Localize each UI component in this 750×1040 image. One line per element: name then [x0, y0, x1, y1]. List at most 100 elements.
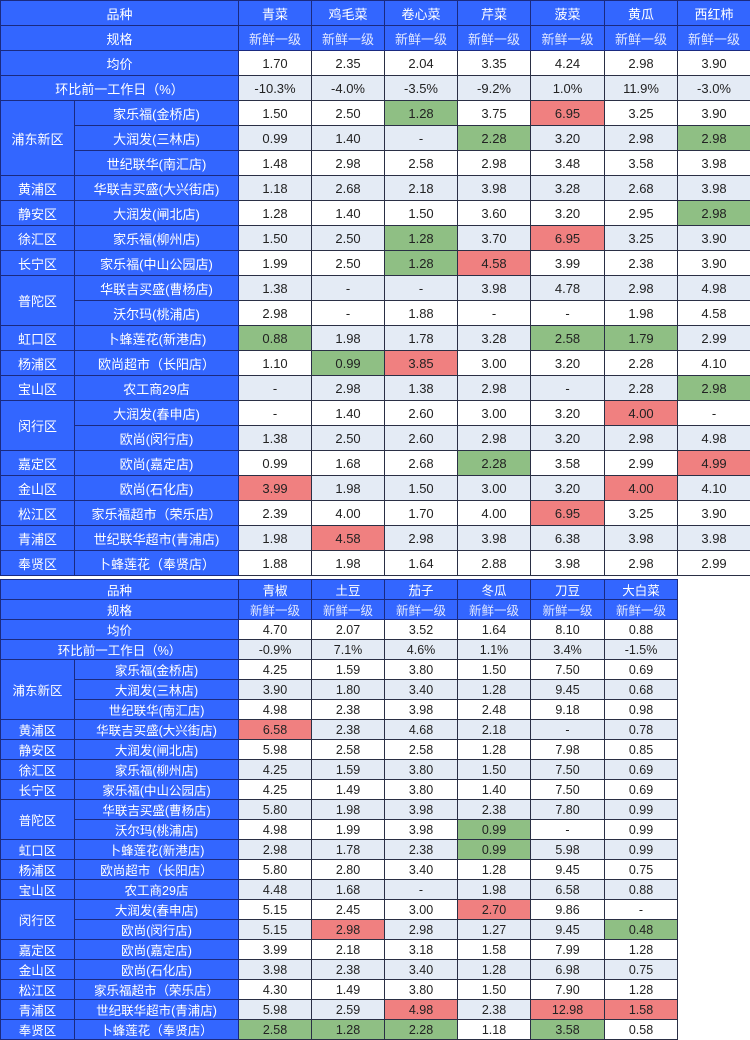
price-cell: 4.78 — [531, 276, 605, 301]
store-cell: 沃尔玛(桃浦店) — [75, 301, 239, 326]
price-cell: 2.38 — [312, 700, 385, 720]
change-cell: -10.3% — [239, 76, 312, 101]
price-cell: 1.28 — [458, 740, 531, 760]
change-cell: -1.5% — [605, 640, 678, 660]
price-cell: 7.98 — [531, 740, 605, 760]
price-cell: 3.98 — [678, 176, 750, 201]
price-cell: 2.28 — [385, 1020, 458, 1040]
price-cell: 6.58 — [531, 880, 605, 900]
price-cell: 9.45 — [531, 860, 605, 880]
price-cell: 3.20 — [531, 476, 605, 501]
price-cell: 2.98 — [678, 126, 750, 151]
price-cell: 1.78 — [312, 840, 385, 860]
price-cell: 3.20 — [531, 201, 605, 226]
store-cell: 家乐福(金桥店) — [75, 101, 239, 126]
price-cell: - — [312, 276, 385, 301]
spec-cell: 新鲜一级 — [239, 26, 312, 51]
price-cell: 1.78 — [385, 326, 458, 351]
empty-cell — [678, 940, 750, 960]
price-cell: 4.58 — [678, 301, 750, 326]
price-cell: 3.00 — [458, 476, 531, 501]
price-cell: 2.98 — [458, 151, 531, 176]
price-cell: 3.58 — [531, 451, 605, 476]
price-cell: 3.25 — [605, 101, 678, 126]
price-cell: 0.99 — [605, 820, 678, 840]
price-cell: 2.38 — [458, 800, 531, 820]
price-cell: 3.98 — [678, 526, 750, 551]
price-cell: 4.00 — [605, 476, 678, 501]
price-cell: - — [312, 301, 385, 326]
empty-cell — [678, 800, 750, 820]
price-cell: 5.80 — [239, 800, 312, 820]
price-cell: 0.99 — [605, 840, 678, 860]
table-row: 环比前一工作日（%）-10.3%-4.0%-3.5%-9.2%1.0%11.9%… — [1, 76, 750, 101]
price-cell: 1.98 — [312, 476, 385, 501]
price-cell: 0.88 — [239, 326, 312, 351]
price-cell: 1.50 — [458, 980, 531, 1000]
price-cell: - — [239, 401, 312, 426]
store-cell: 沃尔玛(桃浦店) — [75, 820, 239, 840]
store-cell: 农工商29店 — [75, 880, 239, 900]
price-cell: 4.58 — [458, 251, 531, 276]
price-cell: 12.98 — [531, 1000, 605, 1020]
change-cell: 7.1% — [312, 640, 385, 660]
district-cell: 长宁区 — [1, 251, 75, 276]
price-cell: 2.98 — [312, 920, 385, 940]
price-cell: 3.98 — [458, 176, 531, 201]
price-cell: 0.99 — [312, 351, 385, 376]
price-cell: 2.58 — [385, 151, 458, 176]
product-header: 青椒 — [239, 580, 312, 600]
empty-cell — [678, 880, 750, 900]
price-cell: 2.58 — [531, 326, 605, 351]
price-cell: 1.28 — [458, 960, 531, 980]
product-header: 鸡毛菜 — [312, 1, 385, 26]
price-cell: 3.99 — [239, 476, 312, 501]
empty-cell — [678, 820, 750, 840]
price-cell: 5.80 — [239, 860, 312, 880]
store-cell: 大润发(三林店) — [75, 126, 239, 151]
price-cell: 0.99 — [605, 800, 678, 820]
district-cell: 松江区 — [1, 501, 75, 526]
empty-cell — [678, 960, 750, 980]
price-cell: 2.88 — [458, 551, 531, 576]
price-cell: - — [385, 276, 458, 301]
price-cell: 1.88 — [239, 551, 312, 576]
store-cell: 欧尚超市（长阳店） — [75, 860, 239, 880]
district-cell: 金山区 — [1, 960, 75, 980]
price-cell: 3.60 — [458, 201, 531, 226]
price-cell: 4.25 — [239, 780, 312, 800]
price-cell: 1.80 — [312, 680, 385, 700]
price-cell: 1.58 — [458, 940, 531, 960]
price-cell: 2.60 — [385, 401, 458, 426]
price-cell: 6.98 — [531, 960, 605, 980]
price-cell: 4.25 — [239, 760, 312, 780]
empty-cell — [678, 980, 750, 1000]
store-cell: 欧尚(嘉定店) — [75, 940, 239, 960]
price-cell: 2.80 — [312, 860, 385, 880]
price-cell: 2.50 — [312, 251, 385, 276]
price-cell: 2.38 — [458, 1000, 531, 1020]
price-cell: 3.00 — [458, 351, 531, 376]
store-cell: 农工商29店 — [75, 376, 239, 401]
district-cell: 奉贤区 — [1, 1020, 75, 1040]
price-cell: 4.48 — [239, 880, 312, 900]
price-cell: 6.95 — [531, 226, 605, 251]
price-cell: 4.98 — [239, 700, 312, 720]
price-cell: 1.40 — [312, 201, 385, 226]
table-row: 品种青菜鸡毛菜卷心菜芹菜菠菜黄瓜西红柿 — [1, 1, 750, 26]
price-cell: 3.98 — [458, 526, 531, 551]
store-cell: 大润发(闸北店) — [75, 740, 239, 760]
district-cell: 杨浦区 — [1, 351, 75, 376]
product-header: 菠菜 — [531, 1, 605, 26]
district-cell: 徐汇区 — [1, 226, 75, 251]
store-cell: 欧尚(石化店) — [75, 960, 239, 980]
price-cell: 1.98 — [312, 800, 385, 820]
spec-cell: 新鲜一级 — [531, 600, 605, 620]
price-cell: 2.98 — [678, 376, 750, 401]
avg-price-cell: 0.88 — [605, 620, 678, 640]
